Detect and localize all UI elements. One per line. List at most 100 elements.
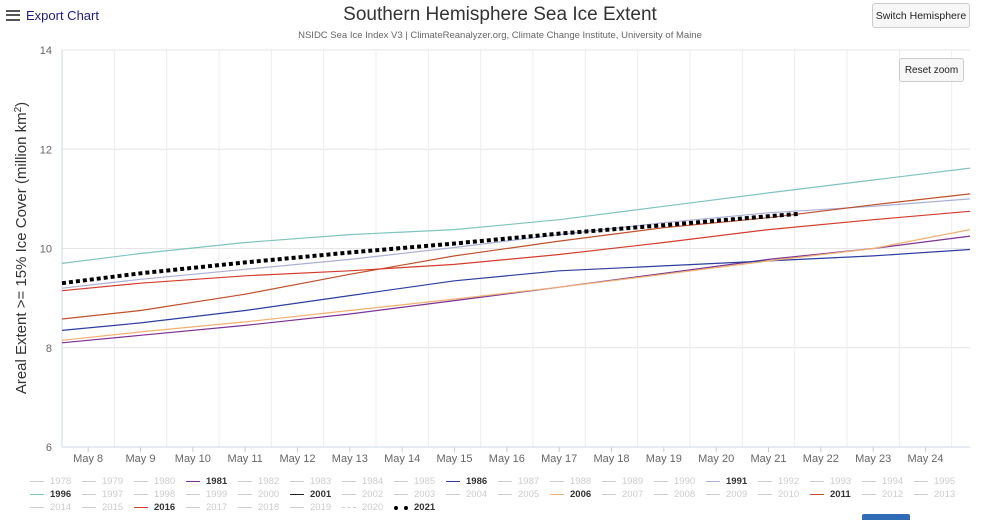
series-line-2016[interactable] (61, 210, 971, 292)
series-line-1986[interactable] (61, 248, 971, 331)
legend-swatch (446, 494, 460, 495)
legend-item-1988[interactable]: 1988 (550, 476, 591, 487)
legend-item-2012[interactable]: 2012 (862, 489, 903, 500)
series-line-1996[interactable] (61, 167, 971, 264)
legend-label: 1982 (258, 476, 280, 487)
legend-label: 1994 (882, 476, 904, 487)
legend-swatch (394, 481, 408, 482)
legend-label: 2015 (102, 502, 124, 513)
legend-item-1996[interactable]: 1996 (30, 489, 71, 500)
legend-label: 2003 (414, 489, 436, 500)
legend-item-2017[interactable]: 2017 (186, 502, 227, 513)
legend-item-2020[interactable]: 2020 (342, 502, 383, 513)
legend-label: 1993 (830, 476, 852, 487)
legend-label: 2009 (726, 489, 748, 500)
legend-item-1982[interactable]: 1982 (238, 476, 279, 487)
legend-item-1997[interactable]: 1997 (82, 489, 123, 500)
legend-swatch (30, 507, 44, 508)
legend-item-2008[interactable]: 2008 (654, 489, 695, 500)
legend-item-2002[interactable]: 2002 (342, 489, 383, 500)
legend-swatch (602, 481, 616, 482)
legend-item-1983[interactable]: 1983 (290, 476, 331, 487)
legend-item-2000[interactable]: 2000 (238, 489, 279, 500)
legend-label: 1988 (570, 476, 592, 487)
legend-item-1991[interactable]: 1991 (706, 476, 747, 487)
legend-item-2009[interactable]: 2009 (706, 489, 747, 500)
y-tick-label: 12 (40, 144, 52, 156)
legend-item-1985[interactable]: 1985 (394, 476, 435, 487)
legend-swatch (82, 507, 96, 508)
partial-button[interactable] (862, 514, 910, 520)
legend-item-2016[interactable]: 2016 (134, 502, 175, 513)
x-tick-label: May 14 (384, 453, 420, 465)
legend-item-1993[interactable]: 1993 (810, 476, 851, 487)
legend-item-2019[interactable]: 2019 (290, 502, 331, 513)
legend-item-1994[interactable]: 1994 (862, 476, 903, 487)
legend-item-1998[interactable]: 1998 (134, 489, 175, 500)
legend-item-1978[interactable]: 1978 (30, 476, 71, 487)
legend-label: 1995 (934, 476, 956, 487)
legend-label: 2017 (206, 502, 228, 513)
legend-label: 1998 (154, 489, 176, 500)
legend-label: 2013 (934, 489, 956, 500)
legend-item-2007[interactable]: 2007 (602, 489, 643, 500)
reset-zoom-button[interactable]: Reset zoom (899, 58, 964, 82)
legend-item-1980[interactable]: 1980 (134, 476, 175, 487)
x-tick-label: May 10 (175, 453, 211, 465)
series-line-1991[interactable] (61, 198, 971, 289)
switch-hemisphere-button[interactable]: Switch Hemisphere (872, 3, 970, 28)
legend-item-2015[interactable]: 2015 (82, 502, 123, 513)
legend-label: 1984 (362, 476, 384, 487)
legend-item-1986[interactable]: 1986 (446, 476, 487, 487)
legend-label: 1989 (622, 476, 644, 487)
legend-item-1981[interactable]: 1981 (186, 476, 227, 487)
legend-swatch (82, 494, 96, 495)
legend-item-2018[interactable]: 2018 (238, 502, 279, 513)
legend-label: 1997 (102, 489, 124, 500)
legend-item-1990[interactable]: 1990 (654, 476, 695, 487)
legend-item-2005[interactable]: 2005 (498, 489, 539, 500)
legend-label: 2014 (50, 502, 72, 513)
legend-item-1979[interactable]: 1979 (82, 476, 123, 487)
legend-item-1989[interactable]: 1989 (602, 476, 643, 487)
legend-label: 1992 (778, 476, 800, 487)
legend-item-1999[interactable]: 1999 (186, 489, 227, 500)
legend-swatch (82, 481, 96, 482)
legend-swatch (342, 507, 356, 508)
legend-swatch (706, 494, 720, 495)
series-line-2011[interactable] (61, 193, 971, 320)
legend-swatch (810, 481, 824, 482)
legend-item-2013[interactable]: 2013 (914, 489, 955, 500)
legend-item-2001[interactable]: 2001 (290, 489, 331, 500)
x-tick-label: May 24 (907, 453, 943, 465)
legend-swatch (862, 481, 876, 482)
legend-swatch (134, 507, 148, 508)
legend-item-1992[interactable]: 1992 (758, 476, 799, 487)
legend-item-2006[interactable]: 2006 (550, 489, 591, 500)
y-tick-label: 8 (46, 343, 52, 355)
legend-swatch (30, 481, 44, 482)
legend-swatch (134, 481, 148, 482)
legend-swatch (342, 494, 356, 495)
legend-item-1984[interactable]: 1984 (342, 476, 383, 487)
legend-item-2004[interactable]: 2004 (446, 489, 487, 500)
legend-item-1987[interactable]: 1987 (498, 476, 539, 487)
series-line-2006[interactable] (61, 229, 971, 341)
legend-swatch (550, 481, 564, 482)
legend-swatch (550, 494, 564, 495)
export-chart-button[interactable]: Export Chart (6, 4, 99, 26)
legend-item-1995[interactable]: 1995 (914, 476, 955, 487)
series-lines[interactable] (61, 167, 971, 344)
y-tick-label: 14 (40, 45, 52, 57)
legend-item-2021[interactable]: 2021 (394, 502, 435, 513)
y-tick-label: 10 (40, 244, 52, 256)
line-chart[interactable]: 6 8 10 12 14 May 8 May 9 May 10 May 11 May 12 May … (0, 0, 1000, 476)
chart-title: Southern Hemisphere Sea Ice Extent (343, 4, 657, 25)
legend-item-2003[interactable]: 2003 (394, 489, 435, 500)
legend-label: 1999 (206, 489, 228, 500)
legend-item-2011[interactable]: 2011 (810, 489, 851, 500)
x-tick-label: May 22 (803, 453, 839, 465)
legend-item-2014[interactable]: 2014 (30, 502, 71, 513)
series-line-1981[interactable] (61, 235, 971, 344)
legend-item-2010[interactable]: 2010 (758, 489, 799, 500)
